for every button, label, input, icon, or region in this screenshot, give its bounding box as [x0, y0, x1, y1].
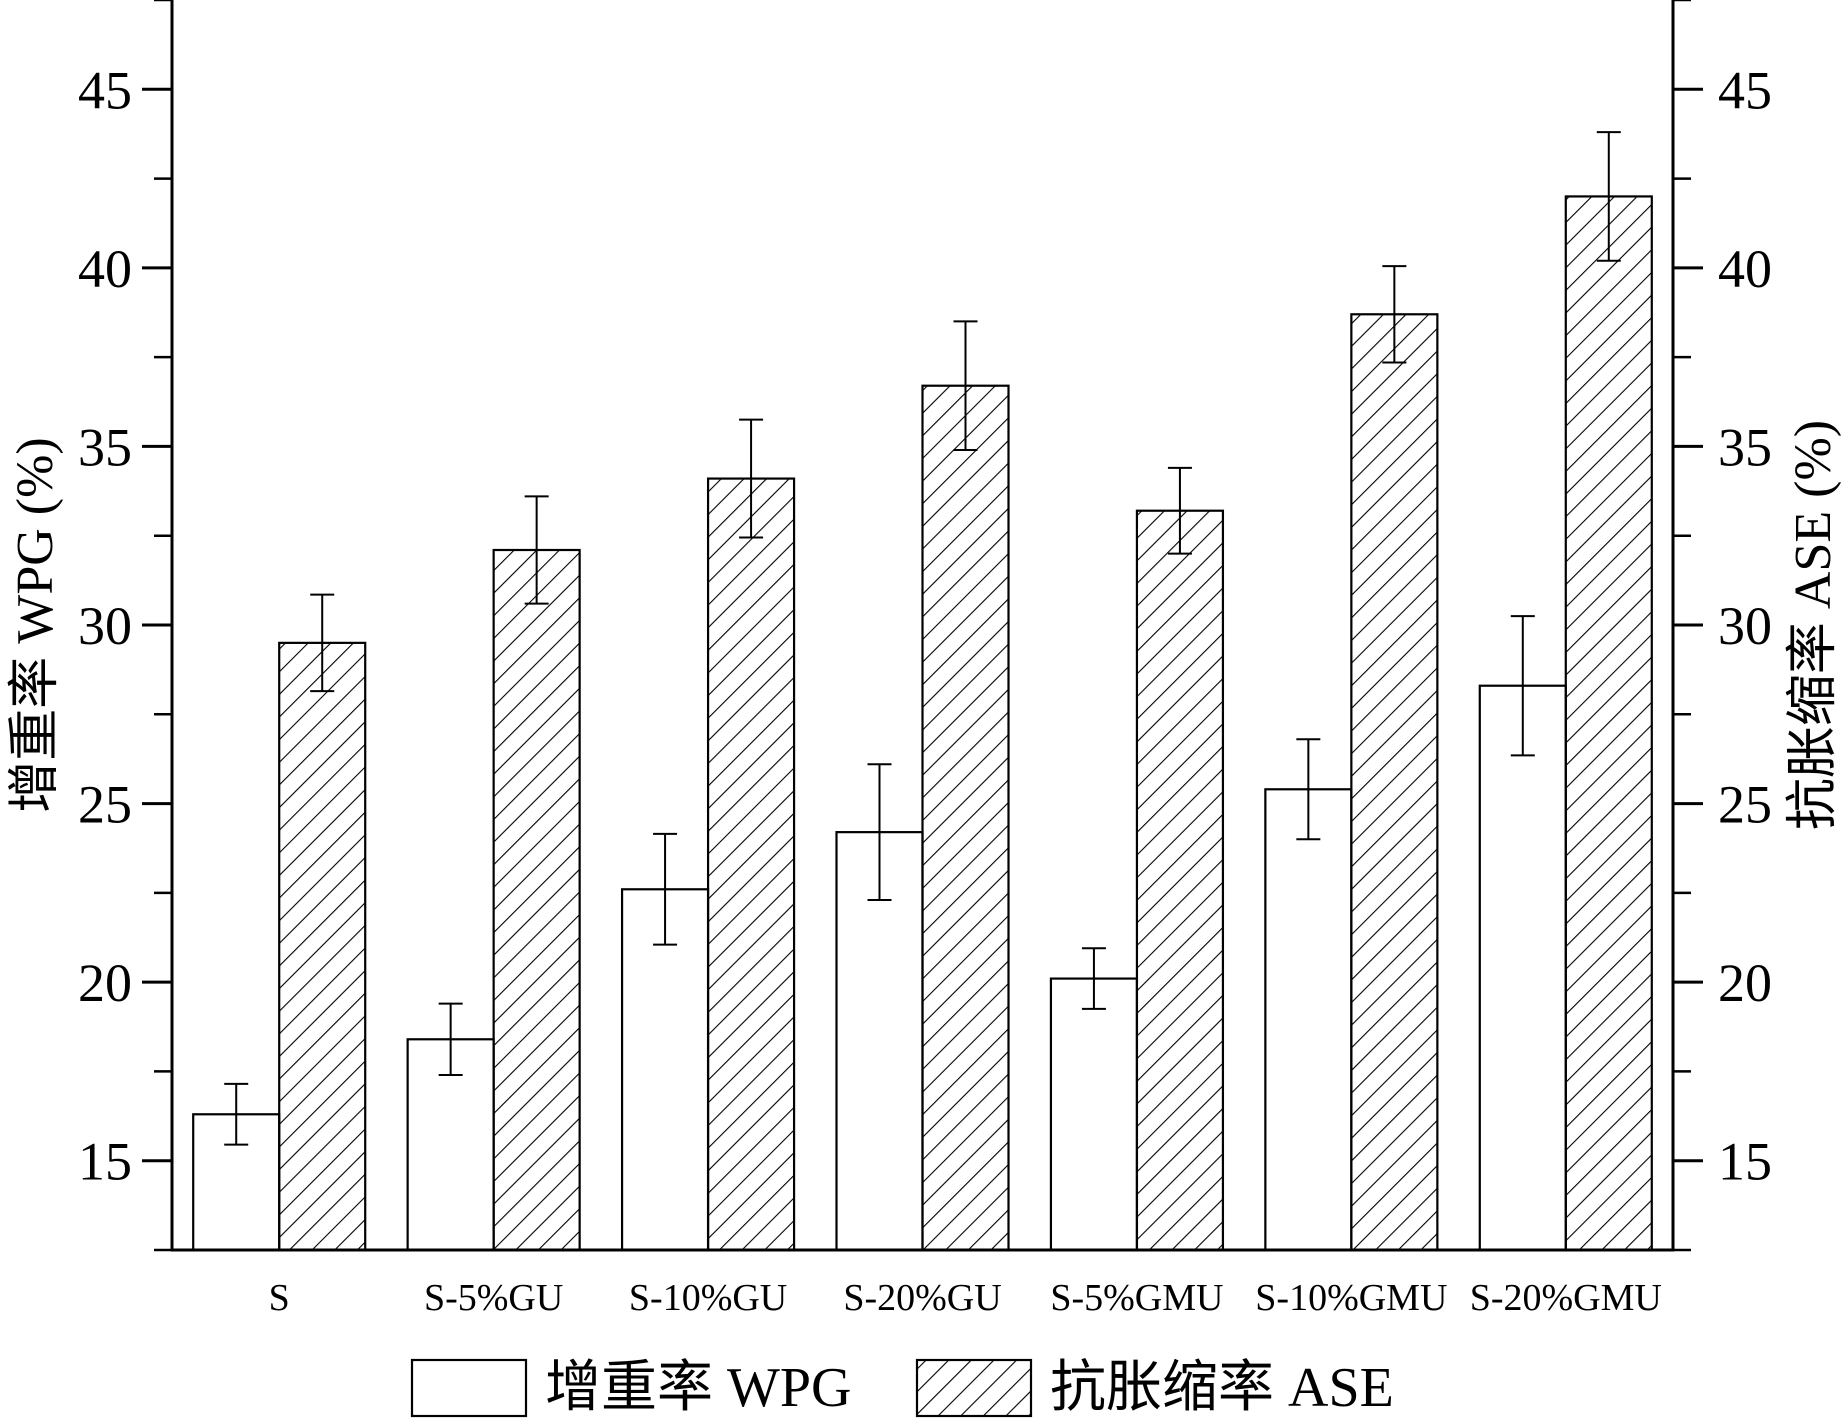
- y-tick-label-left-2: 25: [78, 775, 132, 835]
- legend: 增重率 WPG 抗胀缩率 ASE: [410, 1357, 1394, 1419]
- y-tick-label-left-0: 15: [78, 1132, 132, 1192]
- y-tick-label-right-3: 30: [1718, 596, 1772, 656]
- y-tick-label-right-6: 45: [1718, 60, 1772, 120]
- legend-swatch-wpg: [410, 1358, 528, 1418]
- x-tick-label-2: S-10%GU: [629, 1277, 787, 1319]
- bar-ase-2: [706, 477, 796, 1252]
- bar-wpg-5: [1264, 788, 1353, 1252]
- x-tick-label-3: S-20%GU: [843, 1277, 1001, 1319]
- y-tick-label-right-0: 15: [1718, 1132, 1772, 1192]
- error-bar-ase-3: [953, 320, 978, 451]
- x-tick-label-1: S-5%GU: [424, 1277, 563, 1319]
- y-axis-title-right: 抗胀缩率 ASE (%): [1785, 420, 1842, 830]
- y-axis-title-left: 增重率 WPG (%): [7, 437, 64, 813]
- error-bar-ase-4: [1167, 466, 1192, 555]
- error-bar-wpg-3: [867, 763, 892, 901]
- bar-ase-3: [921, 384, 1010, 1252]
- y-tick-label-right-1: 20: [1718, 953, 1772, 1013]
- x-tick-label-6: S-20%GMU: [1470, 1277, 1662, 1319]
- legend-label-ase: 抗胀缩率 ASE: [1050, 1357, 1394, 1419]
- error-bar-ase-5: [1382, 265, 1407, 364]
- y-tick-label-right-4: 35: [1718, 417, 1772, 477]
- axes-layer: [142, 0, 1703, 1252]
- error-bar-ase-0: [310, 593, 335, 693]
- y-tick-label-left-4: 35: [78, 417, 132, 477]
- y-tick-label-left-6: 45: [78, 60, 132, 120]
- error-bar-wpg-4: [1081, 947, 1106, 1010]
- bars-layer: [192, 195, 1653, 1252]
- bar-wpg-6: [1478, 684, 1567, 1252]
- bar-ase-0: [278, 641, 367, 1252]
- x-tick-label-4: S-5%GMU: [1050, 1277, 1223, 1319]
- bar-ase-6: [1564, 195, 1653, 1252]
- error-bar-ase-1: [524, 495, 549, 605]
- legend-swatch-ase: [915, 1358, 1033, 1418]
- legend-label-wpg: 增重率 WPG: [545, 1357, 851, 1419]
- bar-ase-5: [1350, 313, 1439, 1252]
- y-tick-label-left-3: 30: [78, 596, 132, 656]
- bar-ase-4: [1135, 509, 1225, 1252]
- y-tick-label-right-5: 40: [1718, 239, 1772, 299]
- y-tick-label-left-5: 40: [78, 239, 132, 299]
- y-tick-label-left-1: 20: [78, 953, 132, 1013]
- bar-wpg-3: [835, 831, 924, 1252]
- error-bar-wpg-2: [653, 832, 678, 946]
- bar-wpg-4: [1049, 977, 1139, 1252]
- error-bar-wpg-6: [1510, 615, 1535, 757]
- errorbars-layer: [224, 131, 1621, 1146]
- error-bar-ase-6: [1596, 131, 1621, 262]
- error-bar-wpg-1: [438, 1002, 463, 1076]
- error-bar-wpg-0: [224, 1082, 249, 1146]
- x-tick-label-0: S: [269, 1277, 290, 1319]
- x-tick-label-5: S-10%GMU: [1255, 1277, 1447, 1319]
- y-tick-label-right-2: 25: [1718, 775, 1772, 835]
- labels-layer: S S-5%GU S-10%GU S-20%GU S-5%GMU S-10%GMU S-20…: [78, 60, 1772, 1319]
- error-bar-wpg-5: [1296, 738, 1321, 841]
- bar-ase-1: [492, 548, 581, 1252]
- error-bar-ase-2: [739, 418, 764, 539]
